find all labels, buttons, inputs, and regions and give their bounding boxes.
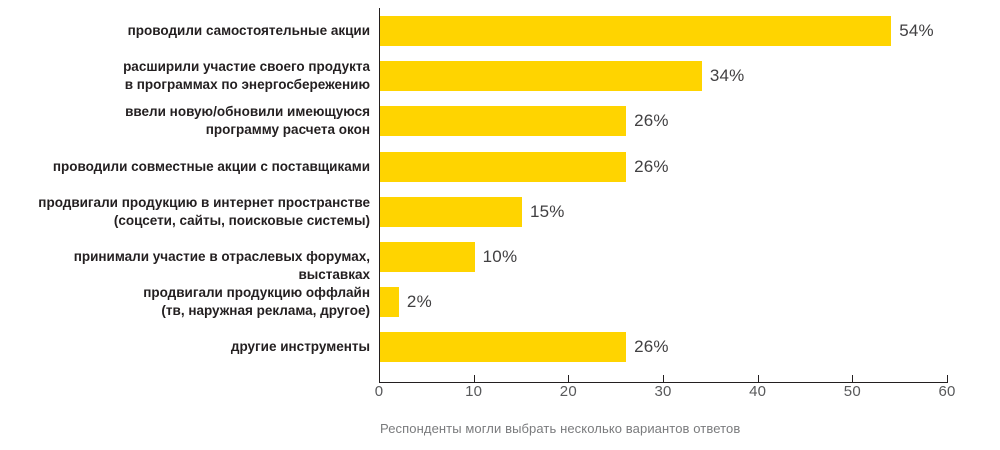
bar-value-label: 26% (634, 111, 669, 131)
value-axis-line (379, 8, 380, 383)
category-label: продвигали продукцию оффлайн (тв, наружна… (0, 284, 370, 320)
category-label-line: продвигали продукцию оффлайн (143, 285, 370, 301)
bar (380, 61, 702, 92)
category-axis-line (379, 382, 948, 383)
chart-footnote: Респонденты могли выбрать несколько вари… (380, 421, 741, 436)
category-label-line: проводили самостоятельные акции (127, 23, 370, 38)
bar-value-label: 26% (634, 337, 669, 357)
bar (380, 16, 892, 46)
category-axis-labels: проводили самостоятельные акции расширили… (0, 0, 370, 450)
bar-value-label: 54% (899, 21, 934, 40)
bar-row: 26% (379, 151, 947, 182)
axis-tick (568, 375, 570, 382)
axis-tick (947, 375, 948, 382)
axis-tick-label: 50 (843, 383, 861, 400)
axis-tick (663, 375, 664, 382)
bar-value-label: 34% (709, 66, 745, 86)
category-label-line: другие инструменты (230, 339, 370, 355)
bar-value-label: 26% (634, 156, 669, 176)
bar (380, 106, 627, 137)
category-label-line: продвигали продукцию в интернет простран… (38, 194, 370, 210)
category-label-line: в программах по энергосбережению (124, 77, 370, 93)
category-label-line: (соцсети, сайты, поисковые системы) (113, 212, 370, 228)
axis-tick-label: 20 (559, 383, 577, 400)
axis-tick-label: 10 (465, 383, 483, 400)
category-label: ввели новую/обновили имеющуюся программу … (0, 103, 370, 139)
bar-row: 54% (379, 16, 947, 46)
category-label-line: ввели новую/обновили имеющуюся (125, 104, 370, 120)
axis-tick-label: 40 (749, 383, 767, 400)
bar-row: 26% (379, 332, 947, 363)
bar-row: 26% (379, 106, 947, 137)
axis-tick-label: 60 (938, 383, 956, 400)
category-label-line: (тв, наружная реклама, другое) (161, 303, 370, 319)
category-label: проводили совместные акции с поставщикам… (0, 158, 370, 176)
axis-tick (473, 375, 475, 382)
category-label: продвигали продукцию в интернет простран… (0, 194, 370, 230)
bar (380, 151, 627, 182)
bar-value-label: 10% (482, 247, 518, 266)
bar (380, 332, 627, 363)
category-label: расширили участие своего продукта в прогр… (0, 58, 370, 94)
category-label-line: проводили совместные акции с поставщикам… (52, 158, 370, 174)
bar-row: 10% (379, 242, 947, 272)
bar (380, 196, 522, 227)
bar (380, 287, 399, 318)
axis-tick (852, 375, 854, 382)
axis-tick (757, 375, 759, 382)
category-label: другие инструменты (0, 338, 370, 356)
bar-value-label: 15% (530, 201, 565, 221)
category-label-line: принимали участие в отраслевых форумах, … (73, 249, 370, 282)
plot-area: 54% 34% 26% 26% 15% 10% 2% 26% (379, 8, 948, 383)
bar-row: 34% (379, 61, 947, 92)
bar (380, 242, 475, 272)
bar-row: 15% (379, 196, 947, 227)
category-label-line: программу расчета окон (205, 122, 370, 138)
bar-row: 2% (379, 287, 947, 318)
bar-value-label: 2% (406, 292, 432, 312)
category-label: проводили самостоятельные акции (0, 22, 370, 40)
axis-tick-label: 30 (654, 383, 672, 400)
category-label: принимали участие в отраслевых форумах, … (0, 248, 370, 284)
axis-tick-label: 0 (374, 383, 384, 400)
axis-tick (379, 375, 380, 382)
category-label-line: расширили участие своего продукта (123, 59, 370, 75)
